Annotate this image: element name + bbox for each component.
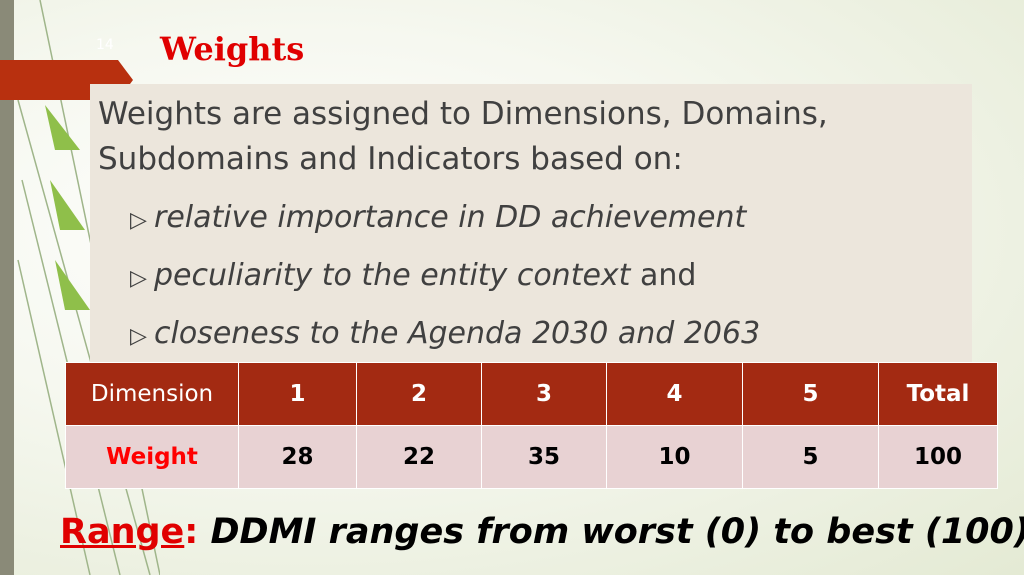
table-header-cell: Dimension bbox=[65, 362, 239, 426]
table-header-row: Dimension 1 2 3 4 5 Total bbox=[65, 362, 998, 426]
table-cell: 35 bbox=[481, 425, 607, 489]
table-cell: 22 bbox=[356, 425, 482, 489]
table-header-cell: 1 bbox=[238, 362, 357, 426]
bullet-list: ▷ relative importance in DD achievement … bbox=[130, 190, 760, 364]
table-row: Weight 28 22 35 10 5 100 bbox=[65, 425, 998, 489]
weights-table: Dimension 1 2 3 4 5 Total Weight 28 22 3… bbox=[65, 362, 998, 489]
bullet-text: closeness to the Agenda 2030 and 2063 bbox=[154, 316, 761, 351]
intro-text: Weights are assigned to Dimensions, Doma… bbox=[98, 96, 828, 177]
content-box bbox=[90, 84, 972, 364]
bullet-suffix: and bbox=[630, 258, 697, 293]
slide-number: 14 bbox=[96, 37, 114, 53]
table-cell: 5 bbox=[742, 425, 879, 489]
table-header-cell: Total bbox=[878, 362, 998, 426]
table-header-cell: 3 bbox=[481, 362, 607, 426]
table-header-cell: 2 bbox=[356, 362, 482, 426]
range-statement: Range: DDMI ranges from worst (0) to bes… bbox=[60, 512, 1024, 552]
range-label: Range bbox=[60, 512, 185, 552]
table-cell: 28 bbox=[238, 425, 357, 489]
bullet-arrow-icon: ▷ bbox=[130, 266, 147, 291]
bullet-arrow-icon: ▷ bbox=[130, 208, 147, 233]
bullet-text: peculiarity to the entity context bbox=[154, 258, 631, 293]
bullet-item: ▷ peculiarity to the entity context and bbox=[130, 248, 760, 306]
left-bar bbox=[0, 0, 14, 575]
table-cell: 100 bbox=[878, 425, 998, 489]
bullet-text: relative importance in DD achievement bbox=[154, 200, 747, 235]
slide-title: Weights bbox=[160, 30, 305, 68]
table-header-cell: 5 bbox=[742, 362, 879, 426]
table-header-cell: 4 bbox=[606, 362, 743, 426]
table-cell: Weight bbox=[65, 425, 239, 489]
bullet-arrow-icon: ▷ bbox=[130, 324, 147, 349]
range-text: DDMI ranges from worst (0) to best (100) bbox=[198, 512, 1024, 552]
bullet-item: ▷ closeness to the Agenda 2030 and 2063 bbox=[130, 306, 760, 364]
table-cell: 10 bbox=[606, 425, 743, 489]
range-colon: : bbox=[184, 512, 199, 552]
bullet-item: ▷ relative importance in DD achievement bbox=[130, 190, 760, 248]
